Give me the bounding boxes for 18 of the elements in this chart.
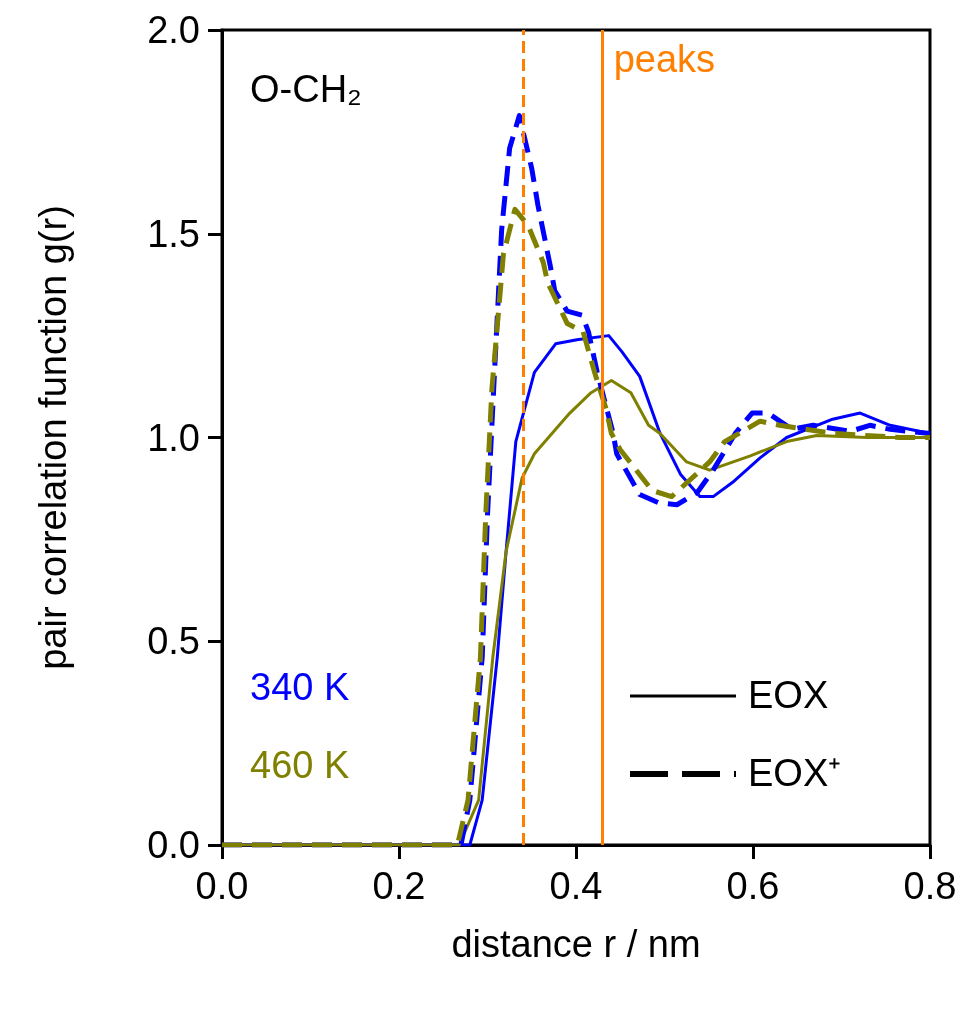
annotation: EOX⁺: [748, 752, 842, 794]
y-tick-label: 2.0: [147, 9, 200, 51]
x-tick-label: 0.6: [726, 865, 780, 907]
annotation: O-CH₂: [250, 68, 362, 110]
y-tick-label: 1.0: [147, 416, 200, 459]
x-tick-label: 0.0: [195, 865, 249, 907]
x-tick-label: 0.2: [372, 865, 426, 907]
x-tick-label: 0.8: [903, 865, 957, 907]
y-tick-label: 1.5: [147, 212, 200, 255]
x-axis-title: distance r / nm: [451, 923, 701, 965]
annotation: 340 K: [250, 666, 350, 708]
y-tick-label: 0.5: [147, 620, 200, 663]
ref-line-label: peaks: [613, 38, 716, 80]
annotation: EOX: [748, 674, 829, 716]
x-tick-label: 0.4: [549, 865, 603, 907]
y-tick-label: 0.0: [147, 824, 200, 866]
y-axis-title: pair correlation function g(r): [32, 205, 74, 670]
annotation: 460 K: [250, 744, 350, 786]
